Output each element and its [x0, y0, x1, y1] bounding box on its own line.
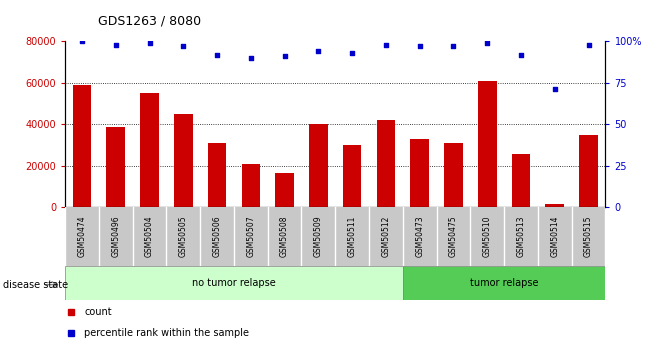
- Point: [549, 87, 560, 92]
- Bar: [242, 164, 260, 207]
- Text: GSM50515: GSM50515: [584, 216, 593, 257]
- Text: GSM50506: GSM50506: [213, 216, 221, 257]
- Text: count: count: [84, 307, 111, 317]
- Bar: [410, 139, 429, 207]
- Point: [415, 43, 425, 49]
- Point: [279, 53, 290, 59]
- Text: GSM50510: GSM50510: [483, 216, 492, 257]
- Bar: [343, 145, 361, 207]
- Point: [482, 40, 492, 46]
- Bar: [546, 204, 564, 207]
- Text: GSM50505: GSM50505: [179, 216, 187, 257]
- Text: GSM50514: GSM50514: [550, 216, 559, 257]
- Text: GSM50473: GSM50473: [415, 216, 424, 257]
- Bar: [65, 266, 403, 300]
- Text: GSM50474: GSM50474: [77, 216, 87, 257]
- Bar: [140, 93, 159, 207]
- Point: [583, 42, 594, 48]
- Point: [245, 55, 256, 61]
- Bar: [403, 266, 605, 300]
- Text: GSM50511: GSM50511: [348, 216, 357, 257]
- Text: disease state: disease state: [3, 280, 68, 289]
- Bar: [73, 85, 91, 207]
- Text: GSM50512: GSM50512: [381, 216, 391, 257]
- Point: [347, 50, 357, 56]
- Text: percentile rank within the sample: percentile rank within the sample: [84, 328, 249, 338]
- Bar: [512, 154, 531, 207]
- Bar: [107, 127, 125, 207]
- Point: [516, 52, 526, 57]
- Bar: [478, 81, 497, 207]
- Bar: [174, 114, 193, 207]
- Point: [145, 40, 155, 46]
- Bar: [444, 143, 463, 207]
- Bar: [579, 135, 598, 207]
- Point: [178, 43, 189, 49]
- Point: [449, 43, 459, 49]
- Bar: [208, 143, 227, 207]
- Text: GSM50475: GSM50475: [449, 216, 458, 257]
- Text: GSM50508: GSM50508: [280, 216, 289, 257]
- Text: GSM50504: GSM50504: [145, 216, 154, 257]
- Text: tumor relapse: tumor relapse: [470, 278, 538, 288]
- Text: GSM50507: GSM50507: [246, 216, 255, 257]
- Point: [313, 49, 324, 54]
- Text: GDS1263 / 8080: GDS1263 / 8080: [98, 14, 201, 28]
- Text: GSM50496: GSM50496: [111, 216, 120, 257]
- Point: [381, 42, 391, 48]
- Point: [111, 42, 121, 48]
- Bar: [275, 173, 294, 207]
- Text: GSM50513: GSM50513: [516, 216, 525, 257]
- Point: [212, 52, 222, 57]
- Bar: [309, 124, 327, 207]
- Bar: [377, 120, 395, 207]
- Text: no tumor relapse: no tumor relapse: [192, 278, 276, 288]
- Text: GSM50509: GSM50509: [314, 216, 323, 257]
- Point: [77, 39, 87, 44]
